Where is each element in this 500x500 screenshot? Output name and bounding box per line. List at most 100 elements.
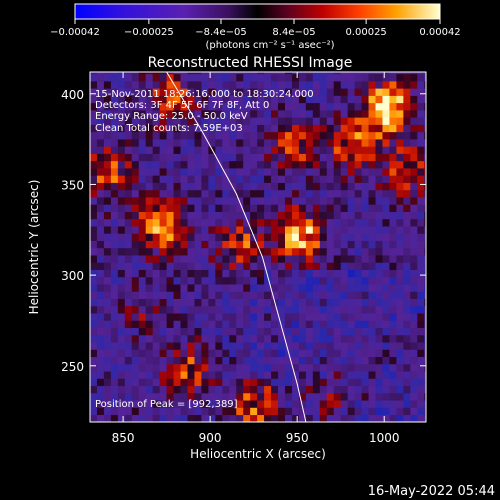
heatmap-cell [417,218,425,227]
heatmap-cell [201,146,209,154]
heatmap-cell [180,414,188,422]
heatmap-cell [257,226,265,234]
heatmap-cell [215,124,223,133]
heatmap-cell [166,218,174,227]
heatmap-cell [312,414,321,422]
heatmap-cell [159,95,167,104]
heatmap-cell [284,88,293,96]
heatmap-cell [201,139,209,147]
heatmap-cell [368,247,376,256]
heatmap-cell [264,218,272,227]
heatmap-cell [382,334,390,343]
heatmap-cell [396,291,404,299]
heatmap-cell [187,81,195,89]
heatmap-cell [208,110,216,118]
heatmap-cell [131,247,140,256]
heatmap-cell [319,146,328,154]
heatmap-cell [236,146,244,154]
heatmap-cell [124,298,133,307]
heatmap-cell [375,153,383,162]
heatmap-cell [382,284,390,292]
heatmap-cell [222,414,230,422]
heatmap-cell [117,117,126,125]
heatmap-cell [229,327,237,336]
heatmap-cell [229,400,237,408]
heatmap-cell [278,392,286,401]
heatmap-cell [166,175,174,183]
heatmap-cell [180,189,188,198]
heatmap-cell [319,327,328,336]
heatmap-cell [152,124,160,133]
heatmap-cell [396,102,404,111]
heatmap-cell [222,327,230,336]
heatmap-cell [319,349,328,358]
heatmap-cell [257,73,265,82]
heatmap-cell [138,400,147,408]
heatmap-cell [333,371,341,379]
heatmap-cell [201,168,209,176]
heatmap-cell [138,175,147,183]
heatmap-cell [340,139,348,147]
heatmap-cell [291,204,300,212]
heatmap-cell [278,262,286,270]
heatmap-cell [375,407,383,416]
heatmap-cell [291,233,300,241]
heatmap-cell [215,262,223,270]
heatmap-cell [340,414,348,422]
heatmap-cell [173,385,181,394]
heatmap-cell [117,269,126,278]
heatmap-cell [382,233,390,241]
heatmap-cell [361,110,369,118]
heatmap-cell [410,175,418,183]
heatmap-cell [145,262,153,270]
heatmap-cell [375,385,383,394]
heatmap-cell [131,72,140,75]
heatmap-cell [410,153,418,162]
heatmap-cell [180,327,188,336]
heatmap-cell [117,407,126,416]
heatmap-cell [208,88,216,96]
heatmap-cell [284,269,293,278]
heatmap-cell [368,385,376,394]
heatmap-cell [417,407,425,416]
heatmap-cell [208,385,216,394]
heatmap-cell [354,160,362,169]
heatmap-cell [278,233,286,241]
heatmap-cell [145,117,153,125]
heatmap-cell [305,414,314,422]
heatmap-cell [145,189,153,198]
heatmap-cell [208,81,216,89]
heatmap-cell [194,400,202,408]
heatmap-cell [284,298,293,307]
heatmap-cell [354,392,362,401]
heatmap-cell [271,95,279,104]
heatmap-cell [159,102,167,111]
heatmap-cell [278,189,286,198]
heatmap-cell [187,305,195,314]
heatmap-cell [326,73,335,82]
heatmap-cell [103,356,112,365]
heatmap-cell [173,153,181,162]
heatmap-cell [222,95,230,104]
heatmap-cell [159,189,167,198]
heatmap-cell [396,218,404,227]
heatmap-cell [250,182,258,191]
heatmap-cell [424,392,426,401]
heatmap-cell [117,320,126,328]
heatmap-cell [194,262,202,270]
heatmap-cell [96,407,105,416]
heatmap-cell [96,240,105,249]
heatmap-cell [117,197,126,205]
heatmap-cell [90,342,98,350]
heatmap-cell [291,371,300,379]
heatmap-cell [333,168,341,176]
heatmap-cell [333,284,341,292]
heatmap-cell [201,110,209,118]
heatmap-cell [131,218,140,227]
heatmap-cell [166,81,174,89]
heatmap-cell [90,247,98,256]
heatmap-cell [145,305,153,314]
heatmap-cell [173,73,181,82]
heatmap-cell [375,284,383,292]
heatmap-cell [375,233,383,241]
